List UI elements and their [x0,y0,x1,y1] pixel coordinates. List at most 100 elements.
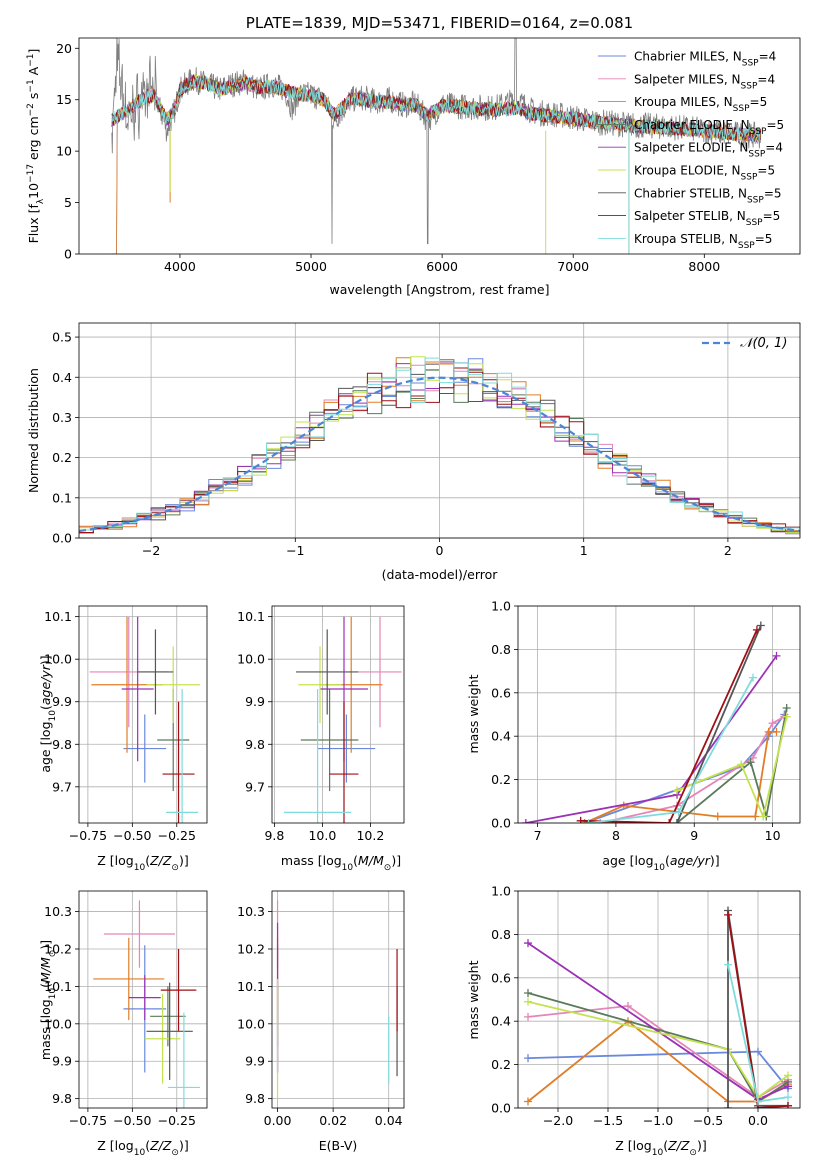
plus-marker [782,712,791,721]
y-tick-label: 0.4 [491,1014,511,1029]
label-part: =4 [757,72,775,86]
normal-reference-curve [79,376,800,533]
label-part: ( [665,853,670,868]
x-tick-label: −0.25 [158,1113,196,1128]
plot-area-2 [79,356,800,537]
y-tick-label: 10 [56,144,72,159]
label-part: Chabrier MILES, N [634,50,742,64]
mass-weight-line-8 [727,914,789,1108]
label-part: Z/Z [667,1138,690,1153]
x-tick-label: −2.0 [543,1113,573,1128]
label-part: Salpeter MILES, N [634,72,741,86]
label-part: =4 [765,141,783,155]
y-tick-label: 0.8 [491,642,511,657]
label-part: age [log [38,721,53,772]
plus-marker [524,1097,532,1106]
plus-marker [524,939,532,948]
plus-marker [673,819,682,823]
axes-panel-7: 0.00 0.02 0.04 9.8 9.9 10.0 10.1 10.2 10.3 [237,891,404,1128]
x-axis-label: Z [log10(Z/Z⊙)] [97,853,188,873]
axes-frame [78,322,801,539]
plus-marker [524,997,532,1006]
mass-weight-line-1 [584,713,786,823]
y-axis-label: mass weight [466,674,481,753]
axes-panel-4: 9.8 10.0 10.2 9.7 9.8 9.9 10.0 10.1 [237,606,404,843]
label-part: ] [26,49,41,54]
plus-marker [754,1097,762,1106]
superscript: −2 [26,103,36,116]
mass-weight-line-8 [580,629,758,823]
subscript: SSP [750,127,767,137]
legend-entry: Chabrier MILES, NSSP=4 [634,50,776,69]
plus-marker [673,786,682,795]
subscript: ⊙ [171,863,179,873]
x-tick-label: 0.02 [319,1113,347,1128]
plus-marker [754,1047,762,1056]
plus-marker [759,812,768,821]
x-tick-label: 4000 [164,259,196,274]
label-part: Kroupa STELIB, N [634,232,738,246]
legend-entry: Kroupa ELODIE, NSSP=5 [634,164,775,183]
y-tick-label: 0.0 [491,816,511,831]
plus-marker [521,819,530,823]
plus-marker [524,988,532,997]
subscript: SSP [742,59,759,69]
subscript: ⊙ [384,863,392,873]
subscript: SSP [747,195,764,205]
y-tick-label: 0.4 [491,729,511,744]
plus-marker [784,1093,792,1102]
y-tick-label: 9.9 [52,1054,72,1069]
x-tick-label: 9 [690,828,698,843]
label-part: mass [log [38,999,53,1060]
label-part: 10 [26,183,41,199]
y-tick-label: 0.3 [52,410,72,425]
label-part: =5 [763,209,781,223]
x-tick-label: −1.0 [643,1113,673,1128]
plus-marker [749,673,757,682]
y-tick-label: 10.0 [44,1016,72,1031]
x-axis-label: Z [log10(Z/Z⊙)] [97,1138,188,1158]
y-tick-label: 15 [56,92,72,107]
plot-area-4 [284,616,402,823]
plus-marker [596,819,605,823]
legend-entry: Kroupa STELIB, NSSP=5 [634,232,772,251]
superscript: −1 [26,54,36,67]
label-part: Chabrier STELIB, N [634,186,747,200]
x-tick-label: 7 [534,828,542,843]
plus-marker [674,808,683,817]
mass-weight-line-4 [527,992,789,1103]
x-tick-label: 0 [436,543,444,558]
subscript: 10 [134,1148,146,1158]
subscript: SSP [738,241,755,251]
y-tick-label: 9.9 [52,694,72,709]
subscript: ⊙ [171,1148,179,1158]
y-tick-label: 0 [64,247,72,262]
y-tick-label: 9.8 [52,737,72,752]
y-tick-label: 0.1 [52,490,72,505]
label-part: =4 [759,50,777,64]
label-part: erg cm [26,116,41,164]
subscript: SSP [741,173,758,183]
plus-marker [724,910,732,919]
subscript: SSP [748,150,765,160]
plus-marker [784,1101,792,1108]
y-tick-label: 0.6 [491,685,511,700]
subscript: SSP [746,218,763,228]
label-part: Chabrier ELODIE, N [634,118,750,132]
mass-weight-line-4 [676,707,788,823]
legend-entry: Salpeter ELODIE, NSSP=4 [634,141,783,160]
label-part: Z [log [615,1138,651,1153]
label-part: age [log [602,853,653,868]
y-axis-label: Flux [fλ10−17 erg cm−2 s−1 A−1] [26,49,46,244]
y-tick-label: 5 [64,195,72,210]
plus-marker [524,1012,532,1021]
label-part: Z/Z [149,1138,172,1153]
plus-marker [724,1104,732,1108]
y-tick-label: 0.0 [491,1101,511,1116]
x-tick-label: 10.2 [356,828,384,843]
plus-marker [724,960,732,969]
mass-weight-line-2 [527,1005,789,1099]
plus-marker [751,812,760,821]
plus-marker [624,1002,632,1011]
